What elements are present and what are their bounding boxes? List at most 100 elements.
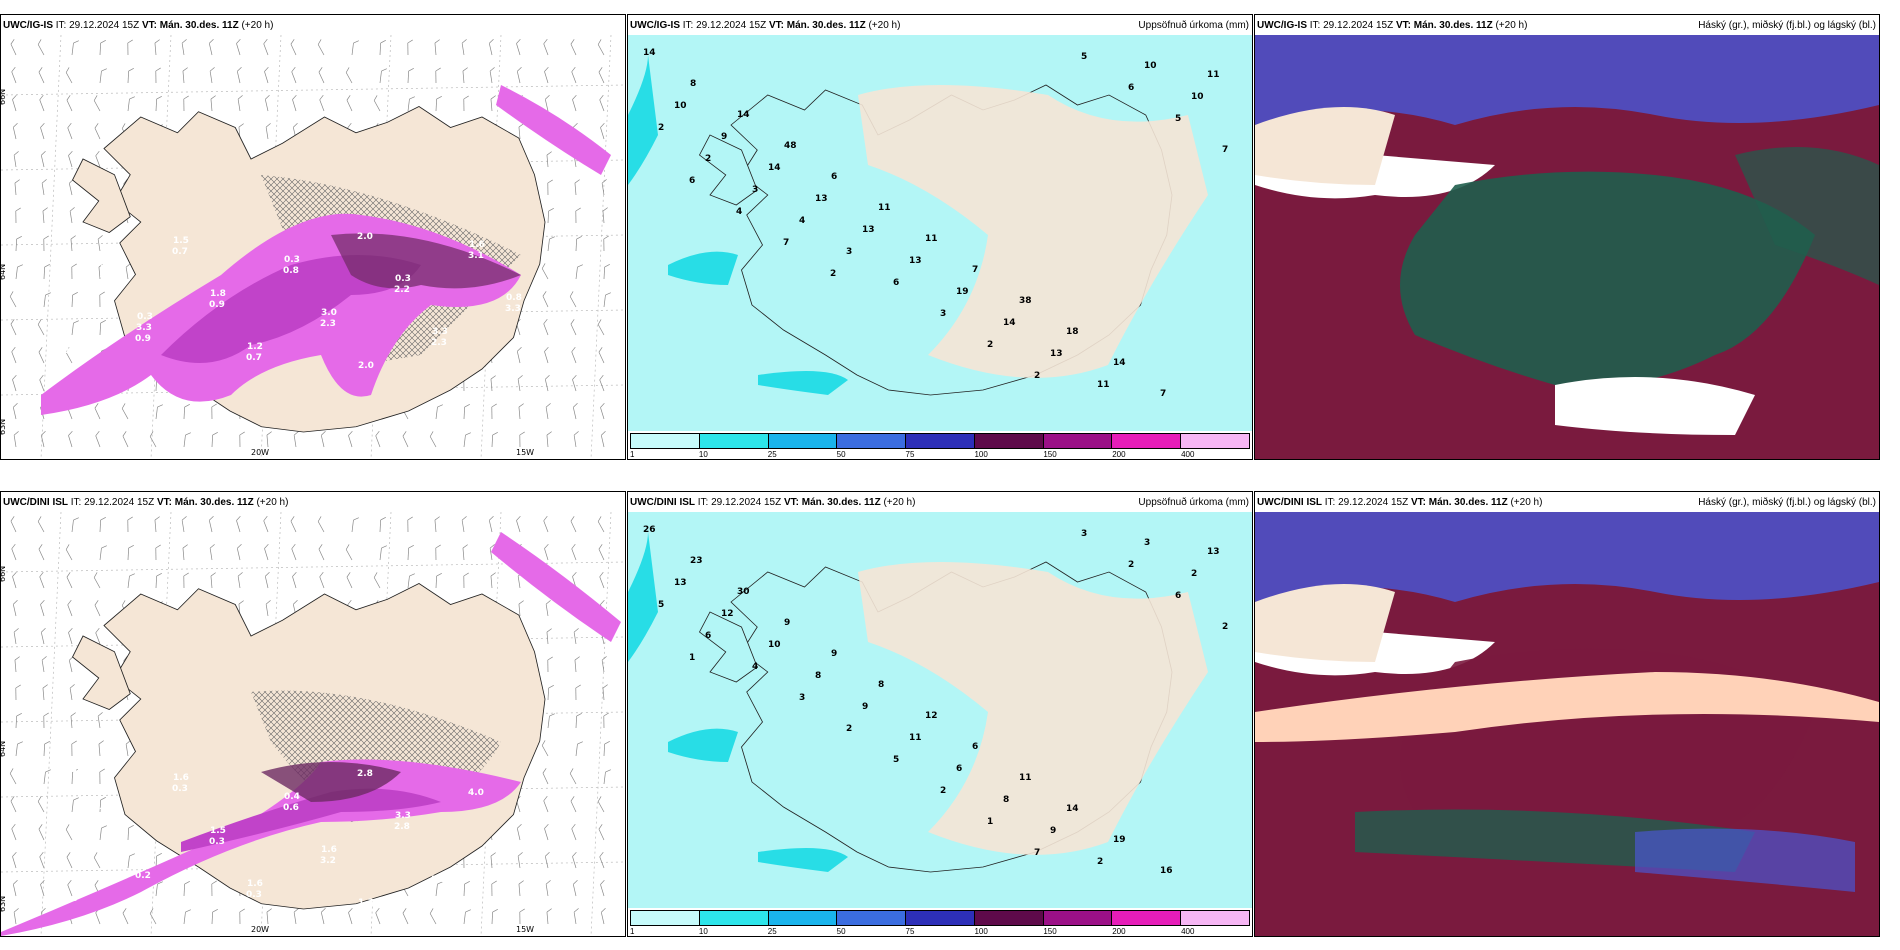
wind-barb — [543, 795, 549, 813]
graticule-line — [150, 35, 172, 459]
precip-value-label: 0.3 — [395, 274, 411, 284]
precip-value-label: 1.5 — [210, 826, 226, 836]
dry-area — [858, 85, 1208, 378]
wind-barb — [461, 39, 467, 56]
wind-barb — [569, 768, 577, 785]
wind-barb — [67, 879, 73, 897]
precip-value-label: 4.0 — [468, 788, 484, 798]
precip-area — [1188, 35, 1252, 197]
wind-barb — [183, 95, 189, 112]
wind-barb — [597, 39, 605, 56]
wind-barb — [489, 544, 495, 561]
panel-title: UWC/IG-IS IT: 29.12.2024 15Z VT: Mán. 30… — [1257, 20, 1528, 31]
precip-value-label: 0.6 — [283, 803, 299, 813]
graticule-line — [260, 512, 282, 936]
panel-title: UWC/IG-IS IT: 29.12.2024 15Z VT: Mán. 30… — [3, 20, 274, 31]
wind-barb — [121, 403, 129, 420]
wind-barb — [122, 908, 129, 925]
wind-barb — [574, 656, 580, 673]
precip-value-label: 0.9 — [209, 300, 225, 310]
legend-color-swatch — [837, 434, 907, 448]
precip-value-label: 3 — [940, 309, 946, 319]
precip-value-label: 1.6 — [247, 879, 263, 889]
wind-barb — [39, 571, 45, 589]
precip-value-label: 14 — [643, 48, 656, 58]
wind-barb — [10, 39, 17, 56]
wind-barb — [292, 571, 297, 589]
wind-barb — [264, 543, 269, 561]
wind-barb — [573, 908, 579, 925]
precip-legend: 1 10 25 50 75 100 150 200 400 — [628, 433, 1252, 459]
wind-barb — [491, 431, 498, 448]
wind-barb — [97, 235, 103, 252]
wind-barb — [518, 403, 524, 420]
wind-barb — [95, 430, 101, 448]
precip-value-label: 0.8 — [61, 228, 77, 238]
wind-barb — [265, 123, 271, 140]
wind-barb — [463, 572, 469, 589]
wind-barb — [183, 880, 190, 897]
wind-barb — [71, 768, 78, 785]
legend-color-swatch — [1112, 911, 1182, 925]
wind-barb — [346, 95, 353, 112]
precip-streak — [496, 85, 611, 175]
precip-value-label: 0.8 — [283, 266, 299, 276]
panel-row1-precip: UWC/IG-IS IT: 29.12.2024 15Z VT: Mán. 30… — [627, 14, 1253, 460]
precip-value-label: 1.1 — [100, 259, 116, 269]
wind-barb — [575, 264, 583, 280]
wind-barb — [127, 96, 135, 112]
wind-barb — [13, 908, 19, 925]
wind-barb — [39, 94, 45, 112]
wind-barb — [603, 769, 611, 785]
wind-barb — [434, 516, 440, 533]
wind-barb — [211, 880, 217, 897]
precip-value-label: 0.3 — [137, 312, 153, 322]
wind-barb — [519, 908, 525, 925]
wind-barb — [99, 319, 106, 336]
wind-barb — [14, 656, 20, 673]
precip-value-label: 10 — [1191, 92, 1204, 102]
wind-barb — [541, 263, 549, 280]
wind-barb — [603, 740, 610, 757]
wind-barb — [516, 347, 522, 364]
precip-value-label: 48 — [784, 141, 797, 151]
wind-barb — [544, 852, 550, 869]
wind-barb — [435, 95, 442, 112]
wind-barb — [544, 66, 549, 84]
panel-row2-precip: UWC/DINI ISL IT: 29.12.2024 15Z VT: Mán.… — [627, 491, 1253, 937]
precip-value-label: 6 — [689, 176, 695, 186]
precip-value-label: 12 — [925, 711, 938, 721]
precip-map-svg: 14 8 14 48 6 11 11 7 38 18 14 7 11 10 9 14 13 13 13 19 14 13 1… — [628, 35, 1252, 431]
wind-barb — [547, 684, 554, 701]
legend-tick-label: 200 — [1112, 927, 1126, 936]
precip-value-label: 3 — [1081, 529, 1087, 539]
precip-value-label: 7 — [972, 265, 978, 275]
wind-barb — [542, 768, 549, 785]
precip-value-label: 14 — [737, 110, 750, 120]
wind-barb — [598, 67, 605, 84]
wind-barb — [542, 291, 549, 308]
precip-value-label: 2 — [1097, 857, 1103, 867]
legend-color-swatch — [906, 434, 975, 448]
precip-value-label: 3.7 — [505, 841, 521, 851]
wind-barb — [263, 38, 269, 56]
wind-barb — [66, 572, 73, 589]
precip-value-label: 3.3 — [432, 327, 448, 337]
graticule-line — [590, 35, 612, 459]
wind-barb — [99, 768, 105, 785]
wind-barb — [12, 94, 17, 112]
wind-barb — [407, 39, 413, 56]
panel-title: UWC/DINI ISL IT: 29.12.2024 15Z VT: Mán.… — [3, 497, 289, 508]
precip-value-label: 7 — [783, 238, 789, 248]
wind-barb — [435, 572, 442, 589]
wind-barb — [544, 375, 550, 392]
legend-color-swatch — [768, 434, 838, 448]
wind-barb — [490, 572, 496, 589]
wind-barb — [98, 263, 104, 280]
wind-barb — [65, 347, 73, 364]
panel-row2-wind: UWC/DINI ISL IT: 29.12.2024 15Z VT: Mán.… — [0, 491, 626, 937]
wind-barb — [544, 823, 549, 841]
wind-barb — [99, 516, 106, 533]
precip-value-label: 1.6 — [469, 240, 485, 250]
precip-value-label: 2.3 — [431, 338, 447, 348]
